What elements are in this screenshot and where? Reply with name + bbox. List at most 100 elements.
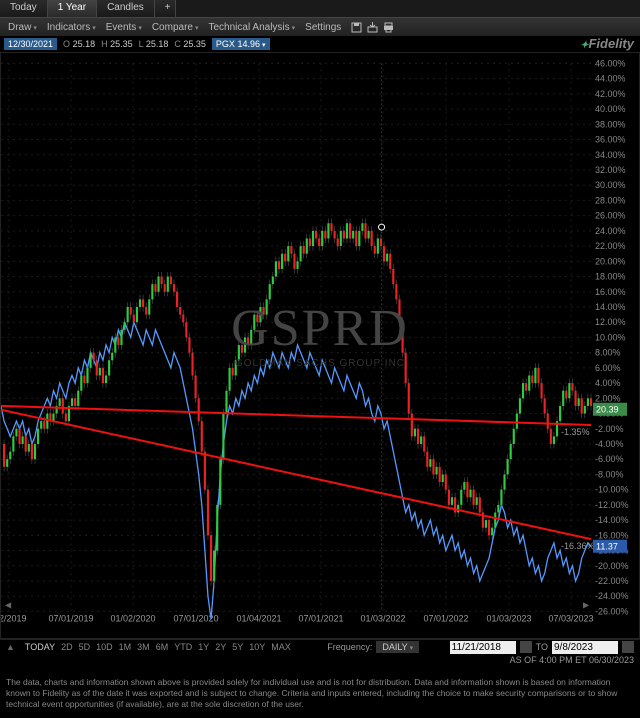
svg-text:20.00%: 20.00% [595, 256, 626, 266]
svg-text:01/03/2022: 01/03/2022 [360, 613, 405, 623]
svg-text:01/02/2020: 01/02/2020 [110, 613, 155, 623]
frequency-selector[interactable]: Frequency: DAILY [327, 641, 419, 653]
svg-text:-8.00%: -8.00% [595, 469, 624, 479]
svg-text:11.37: 11.37 [596, 542, 618, 552]
svg-text:-20.00%: -20.00% [595, 561, 629, 571]
svg-text:46.00%: 46.00% [595, 58, 626, 68]
svg-text:44.00%: 44.00% [595, 74, 626, 84]
svg-text:-12.00%: -12.00% [595, 500, 629, 510]
svg-text:-16.36%: -16.36% [561, 541, 595, 551]
svg-text:36.00%: 36.00% [595, 135, 626, 145]
svg-text:16.00%: 16.00% [595, 287, 626, 297]
tab-candles[interactable]: Candles [97, 0, 155, 17]
svg-text:30.00%: 30.00% [595, 180, 626, 190]
svg-text:▶: ▶ [583, 600, 590, 609]
date-from-input[interactable] [450, 641, 516, 654]
indicators-menu[interactable]: Indicators [43, 21, 100, 34]
svg-text:-10.00%: -10.00% [595, 485, 629, 495]
range-today[interactable]: TODAY [25, 642, 55, 652]
svg-text:38.00%: 38.00% [595, 119, 626, 129]
svg-text:10.00%: 10.00% [595, 332, 626, 342]
chart-area[interactable]: GSPRD GOLDMAN SACHS GROUP INC -26.00%-24… [0, 52, 640, 639]
svg-text:-14.00%: -14.00% [595, 515, 629, 525]
svg-text:◀: ◀ [5, 600, 12, 609]
svg-text:-26.00%: -26.00% [595, 606, 629, 616]
svg-text:-6.00%: -6.00% [595, 454, 624, 464]
toolbar: Draw Indicators Events Compare Technical… [0, 18, 640, 36]
svg-text:26.00%: 26.00% [595, 211, 626, 221]
technical-menu[interactable]: Technical Analysis [204, 21, 299, 34]
range-10y[interactable]: 10Y [249, 642, 265, 652]
save-icon[interactable] [349, 20, 363, 34]
svg-text:-24.00%: -24.00% [595, 591, 629, 601]
range-10d[interactable]: 10D [96, 642, 113, 652]
svg-text:12.00%: 12.00% [595, 317, 626, 327]
ohlc-high: H 25.35 [101, 39, 133, 49]
range-1m[interactable]: 1M [119, 642, 132, 652]
compare-tag[interactable]: PGX 14.96 [212, 38, 270, 50]
svg-text:18.00%: 18.00% [595, 272, 626, 282]
svg-text:6.00%: 6.00% [595, 363, 621, 373]
print-icon[interactable] [381, 20, 395, 34]
range-2y[interactable]: 2Y [215, 642, 226, 652]
brand-logo: ✦Fidelity [580, 36, 634, 51]
range-5y[interactable]: 5Y [232, 642, 243, 652]
info-date: 12/30/2021 [4, 38, 57, 50]
ohlc-low: L 25.18 [139, 39, 169, 49]
settings-button[interactable]: Settings [301, 21, 347, 34]
tab-bar: Today 1 Year Candles + [0, 0, 640, 18]
svg-text:14.00%: 14.00% [595, 302, 626, 312]
ohlc-bar: 12/30/2021 O 25.18 H 25.35 L 25.18 C 25.… [0, 36, 640, 52]
svg-text:4.00%: 4.00% [595, 378, 621, 388]
svg-text:32.00%: 32.00% [595, 165, 626, 175]
svg-text:-1.35%: -1.35% [561, 427, 590, 437]
svg-text:07/01/2022: 07/01/2022 [423, 613, 468, 623]
svg-text:20.39: 20.39 [596, 405, 619, 415]
range-bar: ▲ TODAY 2D 5D 10D 1M 3M 6M YTD 1Y 2Y 5Y 10Y MAX Freq… [0, 639, 640, 655]
range-5d[interactable]: 5D [79, 642, 91, 652]
date-to-input[interactable] [552, 641, 618, 654]
svg-text:22.00%: 22.00% [595, 241, 626, 251]
draw-menu[interactable]: Draw [4, 21, 41, 34]
frequency-value[interactable]: DAILY [376, 641, 419, 653]
calendar-to-icon[interactable] [622, 641, 634, 653]
range-6m[interactable]: 6M [156, 642, 169, 652]
svg-text:/02/2019: /02/2019 [1, 613, 27, 623]
range-3m[interactable]: 3M [137, 642, 150, 652]
range-1y[interactable]: 1Y [198, 642, 209, 652]
svg-text:07/03/2023: 07/03/2023 [548, 613, 593, 623]
svg-text:28.00%: 28.00% [595, 195, 626, 205]
disclaimer-text: The data, charts and information shown a… [0, 669, 640, 718]
svg-text:-16.00%: -16.00% [595, 530, 629, 540]
svg-text:2.00%: 2.00% [595, 393, 621, 403]
calendar-from-icon[interactable] [520, 641, 532, 653]
svg-text:34.00%: 34.00% [595, 150, 626, 160]
svg-text:07/01/2021: 07/01/2021 [298, 613, 343, 623]
tab-1year[interactable]: 1 Year [48, 0, 97, 17]
svg-text:01/03/2023: 01/03/2023 [486, 613, 531, 623]
price-chart: -26.00%-24.00%-22.00%-20.00%-18.00%-16.0… [1, 53, 639, 638]
svg-text:40.00%: 40.00% [595, 104, 626, 114]
range-ytd[interactable]: YTD [174, 642, 192, 652]
svg-text:-22.00%: -22.00% [595, 576, 629, 586]
events-menu[interactable]: Events [102, 21, 146, 34]
range-2d[interactable]: 2D [61, 642, 73, 652]
svg-text:-2.00%: -2.00% [595, 424, 624, 434]
svg-text:24.00%: 24.00% [595, 226, 626, 236]
svg-text:42.00%: 42.00% [595, 89, 626, 99]
tab-add[interactable]: + [155, 0, 176, 17]
ohlc-close: C 25.35 [174, 39, 206, 49]
range-max[interactable]: MAX [271, 642, 291, 652]
svg-text:-4.00%: -4.00% [595, 439, 624, 449]
frequency-label: Frequency: [327, 642, 372, 652]
range-arrow-icon: ▲ [6, 642, 15, 652]
date-to-label: TO [536, 642, 548, 652]
svg-text:07/01/2019: 07/01/2019 [48, 613, 93, 623]
as-of-text: AS OF 4:00 PM ET 06/30/2023 [0, 655, 640, 669]
svg-text:8.00%: 8.00% [595, 348, 621, 358]
ohlc-open: O 25.18 [63, 39, 95, 49]
svg-text:01/04/2021: 01/04/2021 [236, 613, 281, 623]
tab-today[interactable]: Today [0, 0, 48, 17]
compare-menu[interactable]: Compare [148, 21, 203, 34]
export-icon[interactable] [365, 20, 379, 34]
